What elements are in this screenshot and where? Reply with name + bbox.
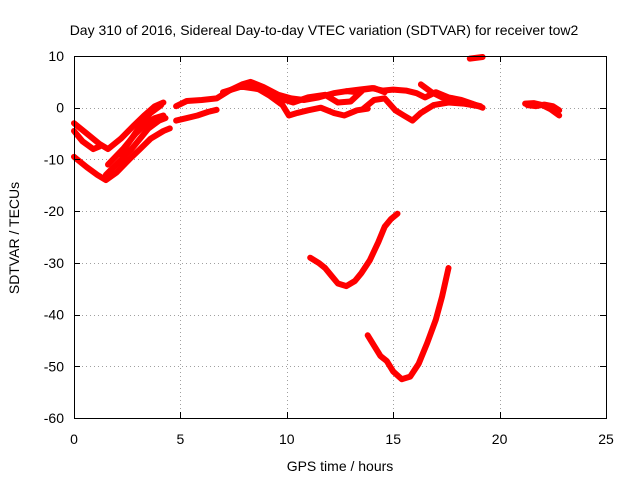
series-track-l [360,95,482,124]
y-tick-label: 0 [56,100,64,116]
x-tick-label: 25 [598,431,614,447]
y-tick-label: -40 [44,307,64,323]
series-track-c [71,125,173,184]
y-tick-label: -30 [44,255,64,271]
y-axis-tick-labels: 10 0 -10 -20 -30 -40 -50 -60 [44,48,64,426]
series-track-g [173,106,220,124]
series-track-f [117,102,165,158]
chart-title: Day 310 of 2016, Sidereal Day-to-day VTE… [70,22,579,38]
y-tick-label: -10 [44,151,64,167]
x-tick-label: 5 [177,431,185,447]
y-axis-label: SDTVAR / TECUs [6,182,22,294]
series-track-m [417,81,484,110]
x-axis-tick-labels: 0 5 10 15 20 25 [70,431,614,447]
y-tick-label: -20 [44,203,64,219]
series-track-r [364,265,452,383]
data-series-layer [71,54,563,383]
x-tick-label: 0 [70,431,78,447]
x-tick-label: 10 [279,431,295,447]
plot-frame [74,56,607,419]
y-tick-label: -50 [44,358,64,374]
x-axis-label: GPS time / hours [287,458,394,474]
x-tick-label: 15 [385,431,401,447]
y-tick-label: 10 [48,48,64,64]
y-tick-label: -60 [44,410,64,426]
series-track-q [307,210,401,290]
x-tick-label: 20 [492,431,508,447]
series-track-b [71,128,103,153]
series-track-p [522,100,563,119]
series-track-n [466,54,486,62]
series-track-d [102,115,169,178]
